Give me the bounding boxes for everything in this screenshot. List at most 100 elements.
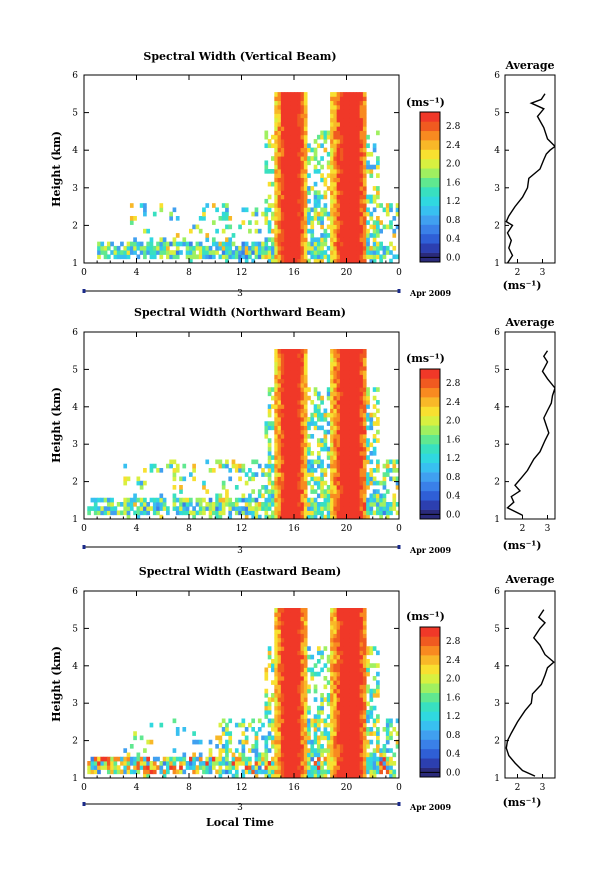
- heatmap-cell: [274, 198, 278, 204]
- heatmap-cell: [353, 378, 357, 384]
- colorbar-swatch: [420, 112, 440, 122]
- heatmap-cell: [172, 241, 177, 247]
- heatmap-cell: [287, 510, 292, 516]
- heatmap-cell: [310, 752, 315, 758]
- heatmap-cell: [294, 446, 298, 452]
- heatmap-cell: [290, 468, 295, 473]
- heatmap-cell: [264, 765, 269, 770]
- heatmap-cell: [159, 514, 164, 519]
- heatmap-cell: [356, 468, 361, 473]
- heatmap-cell: [297, 96, 301, 102]
- heatmap-cell: [297, 446, 301, 452]
- heatmap-cell: [205, 761, 210, 766]
- heatmap-cell: [326, 387, 331, 392]
- heatmap-cell: [297, 190, 301, 196]
- heatmap-cell: [221, 241, 226, 247]
- heatmap-cell: [290, 451, 295, 456]
- heatmap-cell: [274, 667, 278, 673]
- heatmap-cell: [294, 400, 298, 405]
- x-tick-label: 20: [341, 524, 353, 534]
- heatmap-cell: [294, 744, 298, 749]
- heatmap-cell: [287, 395, 292, 401]
- colorbar-swatch: [420, 664, 440, 675]
- heatmap-cell: [152, 765, 157, 770]
- heatmap-cell: [159, 502, 164, 507]
- heatmap-cell: [241, 722, 246, 728]
- heatmap-cell: [294, 169, 298, 174]
- heatmap-cell: [392, 752, 397, 758]
- heatmap-cell: [290, 765, 295, 770]
- heatmap-cell: [290, 697, 295, 702]
- heatmap-cell: [333, 134, 338, 140]
- heatmap-cell: [106, 765, 111, 770]
- heatmap-cell: [349, 514, 354, 519]
- heatmap-cell: [284, 680, 288, 685]
- heatmap-cell: [339, 765, 344, 770]
- heatmap-cell: [277, 92, 282, 97]
- heatmap-cell: [287, 92, 292, 97]
- heatmap-cell: [346, 629, 351, 634]
- heatmap-cell: [379, 506, 383, 511]
- heatmap-cell: [244, 254, 249, 260]
- heatmap-cell: [90, 756, 95, 762]
- heatmap-cell: [228, 468, 233, 473]
- heatmap-cell: [300, 468, 305, 473]
- heatmap-cell: [202, 769, 206, 775]
- heatmap-cell: [300, 659, 305, 664]
- heatmap-cell: [139, 735, 144, 741]
- heatmap-cell: [103, 245, 108, 251]
- heatmap-cell: [87, 769, 91, 775]
- heatmap-cell: [343, 134, 347, 140]
- heatmap-cell: [274, 671, 278, 677]
- heatmap-cell: [297, 173, 301, 178]
- heatmap-cell: [343, 96, 347, 102]
- heatmap-cell: [264, 169, 269, 174]
- heatmap-cell: [297, 349, 301, 354]
- heatmap-cell: [271, 722, 275, 728]
- heatmap-cell: [349, 122, 354, 127]
- heatmap-cell: [362, 233, 367, 238]
- heatmap-cell: [280, 425, 285, 431]
- heatmap-cell: [97, 250, 101, 255]
- heatmap-cell: [359, 663, 364, 668]
- heatmap-cell: [106, 506, 111, 511]
- heatmap-cell: [228, 245, 233, 251]
- heatmap-cell: [277, 493, 282, 499]
- heatmap-cell: [353, 663, 357, 668]
- heatmap-cell: [90, 769, 95, 775]
- heatmap-cell: [294, 667, 298, 673]
- heatmap-cell: [277, 370, 282, 375]
- heatmap-cell: [294, 688, 298, 694]
- heatmap-cell: [316, 476, 321, 482]
- heatmap-cell: [320, 489, 324, 494]
- heatmap-cell: [336, 489, 341, 494]
- heatmap-cell: [316, 198, 321, 204]
- heatmap-cell: [366, 765, 370, 770]
- heatmap-cell: [362, 731, 367, 736]
- heatmap-cell: [300, 765, 305, 770]
- heatmap-cell: [376, 220, 380, 225]
- heatmap-cell: [271, 425, 275, 431]
- heatmap-cell: [339, 224, 344, 230]
- heatmap-cell: [359, 493, 364, 499]
- heatmap-cell: [310, 769, 315, 775]
- heatmap-cell: [215, 769, 219, 775]
- heatmap-cell: [353, 684, 357, 690]
- heatmap-cell: [349, 160, 354, 166]
- heatmap-cell: [274, 250, 278, 255]
- heatmap-cell: [113, 756, 118, 762]
- heatmap-cell: [297, 186, 301, 191]
- heatmap-cell: [294, 654, 298, 660]
- heatmap-cell: [244, 765, 249, 770]
- heatmap-cell: [290, 434, 295, 439]
- heatmap-cell: [339, 642, 344, 647]
- heatmap-cell: [349, 701, 354, 707]
- heatmap-cell: [369, 224, 374, 230]
- heatmap-cell: [300, 697, 305, 702]
- heatmap-cell: [126, 497, 131, 503]
- heatmap-cell: [274, 442, 278, 448]
- heatmap-cell: [330, 676, 334, 681]
- heatmap-cell: [267, 387, 272, 392]
- heatmap-cell: [346, 250, 351, 255]
- heatmap-cell: [294, 650, 298, 656]
